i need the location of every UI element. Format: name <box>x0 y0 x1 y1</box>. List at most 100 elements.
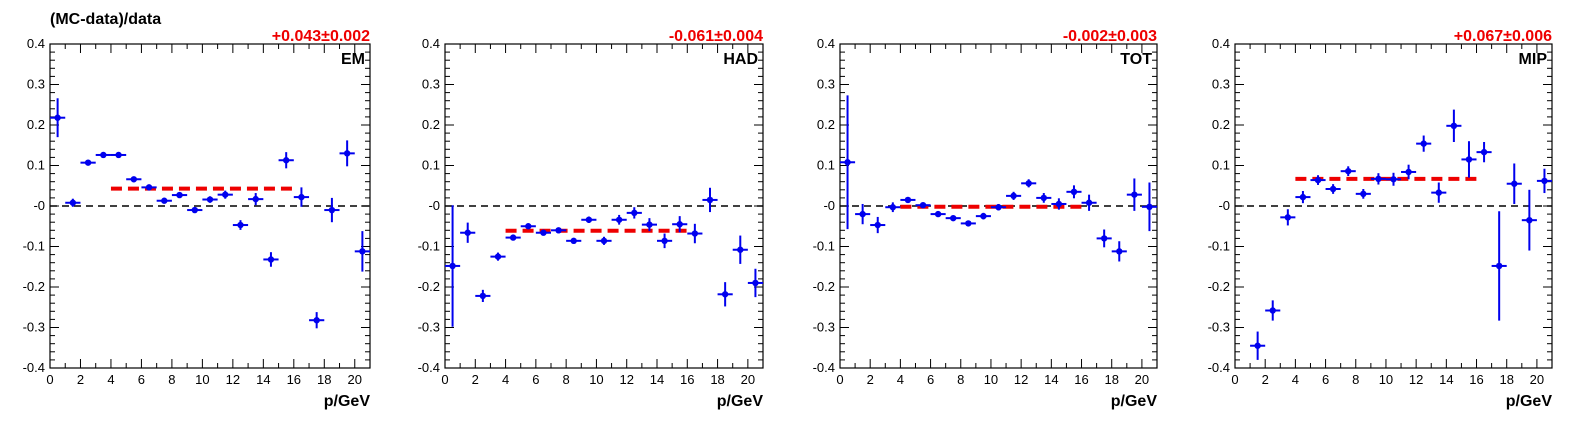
data-point <box>176 191 183 199</box>
data-point <box>1025 180 1032 187</box>
data-point <box>267 256 275 263</box>
data-point <box>874 221 881 229</box>
data-point <box>1116 248 1123 255</box>
x-tick-label: 16 <box>1469 372 1483 387</box>
y-tick-label: 0.1 <box>1212 158 1230 173</box>
data-point <box>479 292 487 300</box>
data-point <box>889 204 897 211</box>
x-tick-label: 6 <box>138 372 145 387</box>
data-point <box>1495 262 1503 270</box>
data-point <box>555 227 562 234</box>
panel-mip: 0 2 4 6 8 10 12 14 16 18 20 -0.4 -0.3 -0.2 -0.1 -0 0.1 0.… <box>1208 28 1553 410</box>
fit-value-label: +0.043±0.002 <box>272 28 370 45</box>
data-point <box>600 237 608 245</box>
data-point <box>161 197 168 204</box>
data-point <box>1435 189 1442 196</box>
x-tick-label: 14 <box>256 372 270 387</box>
x-axis-label: p/GeV <box>717 393 764 410</box>
panel-label: TOT <box>1120 51 1152 68</box>
x-tick-label: 18 <box>1499 372 1513 387</box>
y-tick-label: -0.2 <box>418 279 440 294</box>
panel-had: 0 2 4 6 8 10 12 14 16 18 20 -0.4 -0.3 -0.2 -0.1 -0 0.1 0.… <box>418 28 764 410</box>
x-tick-label: 12 <box>1409 372 1423 387</box>
data-point <box>1100 235 1108 242</box>
data-point <box>282 157 290 164</box>
data-point <box>313 317 320 324</box>
data-point <box>1541 177 1548 185</box>
data-point <box>995 204 1002 211</box>
y-tick-label: -0 <box>428 198 440 213</box>
x-tick-label: 4 <box>1292 372 1299 387</box>
y-tick-label: -0.4 <box>23 360 45 375</box>
data-point <box>1329 185 1337 193</box>
data-point <box>509 234 517 241</box>
y-tick-label: -0.2 <box>813 279 835 294</box>
x-tick-label: 0 <box>46 372 53 387</box>
data-point <box>1055 200 1063 208</box>
y-tick-label: 0.3 <box>817 77 835 92</box>
data-point <box>328 206 336 214</box>
x-tick-label: 0 <box>1231 372 1238 387</box>
x-tick-label: 0 <box>441 372 448 387</box>
data-point <box>100 151 107 159</box>
data-point <box>1465 156 1473 163</box>
data-point <box>691 230 699 237</box>
panel-label: EM <box>341 51 365 68</box>
x-tick-label: 8 <box>168 372 175 387</box>
data-point <box>464 229 471 236</box>
y-tick-label: 0.4 <box>27 36 45 51</box>
x-tick-label: 18 <box>317 372 331 387</box>
x-axis-label: p/GeV <box>1111 393 1158 410</box>
data-point <box>585 216 593 223</box>
y-tick-label: 0.3 <box>422 77 440 92</box>
x-tick-label: 20 <box>741 372 755 387</box>
y-tick-label: 0.1 <box>422 158 440 173</box>
data-point <box>359 248 366 255</box>
x-tick-label: 16 <box>1074 372 1088 387</box>
data-point <box>752 279 759 287</box>
data-point <box>525 223 532 230</box>
x-tick-label: 6 <box>532 372 539 387</box>
x-tick-label: 2 <box>867 372 874 387</box>
x-tick-label: 14 <box>1439 372 1453 387</box>
panel-em: 0 2 4 6 8 10 12 14 16 18 20 -0.4 -0.3 -0.2 -0.1 -0 0.1 0.… <box>23 28 371 410</box>
y-tick-label: 0.1 <box>817 158 835 173</box>
y-tick-label: -0.3 <box>813 320 835 335</box>
data-point <box>980 212 987 220</box>
y-tick-label: 0.4 <box>422 36 440 51</box>
data-point <box>1420 140 1427 147</box>
y-tick-label: 0.2 <box>1212 117 1230 132</box>
x-tick-label: 10 <box>1379 372 1393 387</box>
data-point <box>115 151 122 159</box>
data-point <box>1269 307 1276 314</box>
x-tick-label: 20 <box>1135 372 1149 387</box>
data-point <box>661 237 668 245</box>
x-axis-label: p/GeV <box>1506 393 1553 410</box>
data-point <box>343 150 351 157</box>
x-tick-label: 20 <box>348 372 362 387</box>
data-point <box>676 221 683 228</box>
y-tick-label: 0.3 <box>1212 77 1230 92</box>
data-point <box>1450 122 1458 130</box>
data-point <box>237 221 244 229</box>
x-tick-label: 16 <box>680 372 694 387</box>
x-tick-label: 6 <box>1322 372 1329 387</box>
y-tick-label: -0 <box>33 198 45 213</box>
data-point <box>706 196 714 204</box>
data-point <box>540 229 547 236</box>
y-tick-label: 0.2 <box>422 117 440 132</box>
data-point <box>859 210 866 218</box>
data-point <box>737 246 744 253</box>
data-point <box>222 191 229 198</box>
data-point <box>1299 193 1307 201</box>
data-point <box>570 237 577 245</box>
x-tick-label: 12 <box>619 372 633 387</box>
data-point <box>84 159 92 166</box>
x-tick-label: 6 <box>927 372 934 387</box>
data-point <box>69 199 77 206</box>
data-point <box>919 201 927 209</box>
y-tick-label: -0.3 <box>1208 320 1230 335</box>
data-point <box>1070 188 1078 196</box>
y-tick-label: -0.4 <box>1208 360 1230 375</box>
